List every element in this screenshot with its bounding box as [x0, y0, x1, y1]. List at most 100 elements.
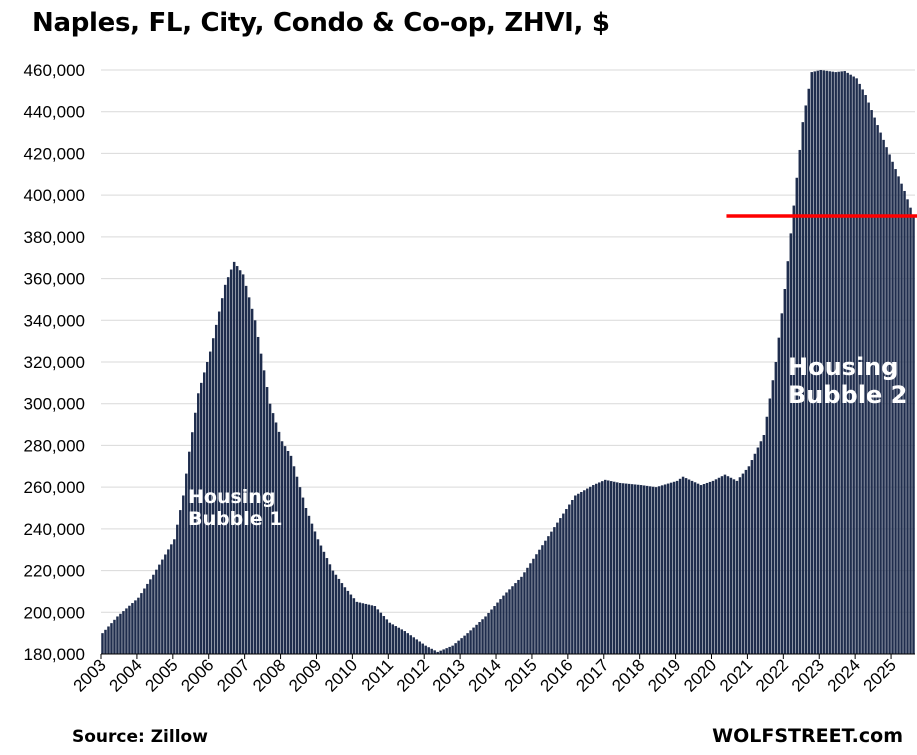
- bar: [415, 639, 418, 654]
- bar: [194, 412, 197, 654]
- y-tick-label: 400,000: [24, 186, 85, 205]
- bar: [122, 611, 125, 654]
- bar: [340, 583, 344, 654]
- bar: [478, 622, 481, 654]
- bar: [313, 531, 317, 654]
- bar: [580, 492, 583, 654]
- bar: [460, 638, 463, 654]
- bar: [870, 110, 873, 654]
- bar: [526, 567, 529, 654]
- bar: [837, 71, 840, 654]
- x-tick-label: 2010: [321, 655, 361, 695]
- bar: [732, 479, 736, 654]
- bar: [831, 71, 834, 654]
- bar: [891, 161, 894, 654]
- bar: [116, 616, 119, 654]
- x-tick-label: 2005: [141, 655, 181, 695]
- bar: [436, 651, 439, 654]
- x-tick-label: 2007: [213, 655, 253, 695]
- bar: [421, 643, 424, 654]
- bar: [217, 311, 221, 654]
- bar: [149, 579, 152, 654]
- bar: [244, 285, 248, 654]
- bar: [765, 416, 769, 654]
- bar: [909, 207, 912, 654]
- bar: [556, 522, 559, 654]
- bar: [200, 382, 203, 654]
- bar: [358, 602, 362, 654]
- bar: [687, 479, 691, 654]
- bar: [161, 559, 164, 654]
- x-tick-label: 2004: [106, 655, 146, 695]
- bar: [125, 608, 128, 654]
- bar: [535, 554, 538, 654]
- bar: [547, 536, 550, 654]
- bar: [723, 474, 727, 654]
- bar: [223, 284, 227, 654]
- bar: [861, 89, 864, 654]
- bar: [693, 482, 697, 654]
- bar: [789, 233, 793, 654]
- bar: [666, 483, 670, 654]
- bar: [699, 485, 703, 654]
- x-tick-label: 2012: [393, 655, 433, 695]
- bar: [205, 362, 209, 654]
- bar: [595, 483, 598, 654]
- bar: [277, 431, 281, 654]
- bar: [322, 551, 326, 654]
- bar: [834, 72, 837, 655]
- bar: [173, 539, 176, 654]
- x-tick-label: 2015: [501, 655, 541, 695]
- bar: [894, 169, 897, 655]
- bar: [454, 643, 457, 654]
- bar: [747, 466, 751, 654]
- bar: [484, 616, 487, 654]
- bar: [367, 604, 371, 654]
- bar: [711, 480, 715, 654]
- bar: [651, 486, 655, 654]
- chart-title: Naples, FL, City, Condo & Co-op, ZHVI, $: [32, 8, 610, 38]
- bar: [762, 435, 766, 654]
- bar: [858, 83, 861, 654]
- x-tick-label: 2013: [429, 655, 469, 695]
- bar: [131, 603, 134, 654]
- bar: [825, 70, 828, 654]
- bar: [759, 441, 763, 654]
- bar: [140, 593, 143, 654]
- bar: [119, 613, 122, 654]
- bar: [349, 594, 353, 654]
- bar: [176, 524, 179, 654]
- bar: [134, 600, 137, 654]
- x-tick-label: 2008: [249, 655, 289, 695]
- bar: [128, 605, 131, 654]
- bar: [708, 481, 712, 654]
- bar: [696, 483, 700, 654]
- x-tick-label: 2009: [285, 655, 325, 695]
- bar: [882, 139, 885, 654]
- bar: [487, 612, 490, 654]
- bar: [511, 586, 514, 654]
- bar: [265, 387, 269, 654]
- bar: [203, 372, 206, 654]
- bar: [292, 466, 296, 654]
- bar: [807, 88, 811, 655]
- bar: [675, 480, 679, 654]
- bar: [472, 627, 475, 654]
- x-tick-label: 2016: [536, 655, 576, 695]
- bar: [364, 603, 368, 654]
- bar: [720, 476, 724, 654]
- annotation-2-line-2: Bubble 2: [788, 380, 908, 409]
- bar: [705, 482, 709, 654]
- bar: [107, 626, 110, 654]
- x-tick-label: 2011: [358, 655, 397, 694]
- bar: [490, 609, 493, 654]
- bar: [316, 539, 320, 654]
- bar: [475, 624, 478, 654]
- bar: [433, 650, 436, 654]
- bar: [247, 297, 251, 654]
- bar: [466, 633, 469, 654]
- bar-series: [101, 70, 915, 655]
- bar: [879, 132, 882, 655]
- x-axis: 2003200420052006200720082009201020112012…: [70, 653, 915, 696]
- bar: [232, 261, 236, 654]
